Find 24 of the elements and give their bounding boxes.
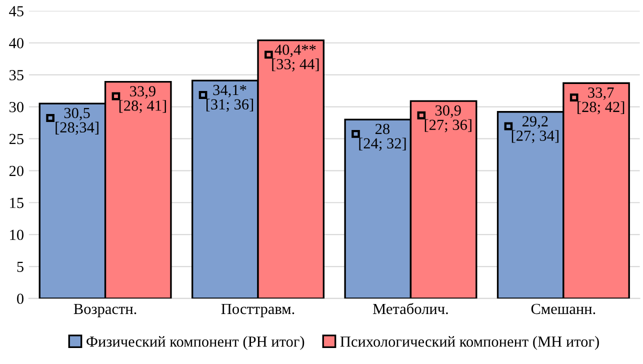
data-label: 28 [24; 32] bbox=[359, 124, 406, 151]
data-label: 29,2 [27; 34] bbox=[512, 116, 558, 144]
y-tick-label: 30 bbox=[10, 102, 24, 112]
y-tick-label: 25 bbox=[9, 134, 24, 144]
legend-label: Физический компонент (PH итог) bbox=[86, 336, 304, 350]
y-tick-label: 10 bbox=[10, 230, 24, 240]
y-tick-label: 5 bbox=[17, 262, 24, 272]
data-label: 40,4** [33; 44] bbox=[272, 44, 319, 72]
x-tick-label: Возрастн. bbox=[74, 304, 136, 318]
y-tick-label: 15 bbox=[10, 198, 24, 208]
x-tick-label: Смешанн. bbox=[531, 304, 596, 314]
data-label: 30,9 [27; 36] bbox=[424, 105, 472, 132]
legend-label: Психологический компонент (МН итог) bbox=[340, 336, 599, 350]
x-tick-label: Метаболич. bbox=[373, 303, 448, 314]
data-label: 33,7 [28; 42] bbox=[578, 87, 624, 114]
y-tick-label: 45 bbox=[9, 6, 24, 16]
y-tick-label: 35 bbox=[10, 70, 24, 80]
y-tick-label: 40 bbox=[9, 38, 24, 48]
data-label: 33,9 [28; 41] bbox=[119, 86, 166, 114]
y-tick-label: 20 bbox=[9, 166, 24, 176]
y-tick-label: 0 bbox=[17, 294, 24, 304]
data-label: 30,5 [28;34] bbox=[56, 108, 98, 135]
data-label: 34,1* [31; 36] bbox=[206, 84, 254, 112]
x-tick-label: Посттравм. bbox=[221, 304, 294, 318]
